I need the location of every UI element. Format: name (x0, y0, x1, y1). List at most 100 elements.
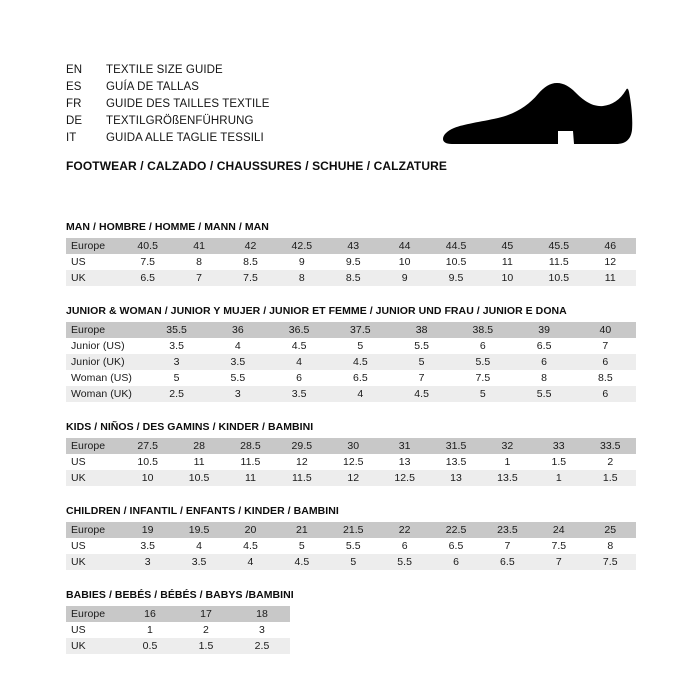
size-cell: 20 (224, 522, 277, 538)
size-cell: 13 (378, 454, 431, 470)
language-row: ES GUÍA DE TALLAS (66, 79, 636, 96)
language-row: EN TEXTILE SIZE GUIDE (66, 62, 636, 79)
size-cell: 8 (584, 538, 636, 554)
size-section: JUNIOR & WOMAN / JUNIOR Y MUJER / JUNIOR… (66, 304, 636, 420)
size-cell: 40.5 (122, 238, 174, 254)
size-cell: 12 (327, 470, 379, 486)
language-title: GUIDE DES TAILLES TEXTILE (106, 98, 270, 110)
size-cell: 10 (481, 270, 534, 286)
size-table: Europe 19 19.5 20 21 21.5 22 22.5 23.5 24 25 US 3.5 4… (66, 522, 636, 570)
size-cell: 9.5 (430, 270, 482, 286)
size-cell: 31 (378, 438, 431, 454)
size-cell: 13.5 (430, 454, 482, 470)
size-cell: 3.5 (173, 554, 225, 570)
language-code: ES (66, 81, 82, 93)
size-cell: 33.5 (584, 438, 636, 454)
size-cell: 2 (178, 622, 234, 638)
size-section: BABIES / BEBÉS / BÉBÉS / BABYS /BAMBINI E… (66, 588, 636, 672)
size-cell: 6 (574, 354, 636, 370)
size-cell: 33 (533, 438, 585, 454)
size-cell: 4 (329, 386, 391, 402)
size-cell: 17 (178, 606, 234, 622)
size-cell: 10 (378, 254, 431, 270)
size-cell: 5.5 (378, 554, 431, 570)
size-table: Europe 27.5 28 28.5 29.5 30 31 31.5 32 33 33.5 US 10… (66, 438, 636, 486)
size-cell: 5 (327, 554, 379, 570)
row-label: Junior (US) (66, 338, 146, 354)
size-cell: 5 (452, 386, 514, 402)
size-cell: 11 (584, 270, 636, 286)
language-list: EN TEXTILE SIZE GUIDE ES GUÍA DE TALLAS FR GU… (66, 62, 636, 147)
size-cell: 4 (268, 354, 330, 370)
row-label: Europe (66, 438, 122, 454)
language-code: DE (66, 115, 83, 127)
size-cell: 11 (481, 254, 534, 270)
size-cell: 38.5 (452, 322, 514, 338)
table-row: US 1 2 3 (66, 622, 290, 638)
language-title: GUIDA ALLE TAGLIE TESSILI (106, 132, 264, 144)
row-label: Woman (UK) (66, 386, 146, 402)
size-cell: 7.5 (452, 370, 514, 386)
size-cell: 11.5 (276, 470, 328, 486)
table-row: Junior (UK) 3 3.5 4 4.5 5 5.5 6 6 (66, 354, 636, 370)
size-cell: 8.5 (327, 270, 379, 286)
table-row: US 10.5 11 11.5 12 12.5 13 13.5 1 1.5 2 (66, 454, 636, 470)
size-cell: 7.5 (224, 270, 277, 286)
size-cell: 32 (481, 438, 534, 454)
size-cell: 39 (513, 322, 575, 338)
size-cell: 6.5 (513, 338, 575, 354)
size-cell: 19 (122, 522, 174, 538)
size-cell: 6 (430, 554, 482, 570)
size-cell: 1 (122, 622, 178, 638)
size-cell: 5.5 (513, 386, 575, 402)
table-row: Junior (US) 3.5 4 4.5 5 5.5 6 6.5 7 (66, 338, 636, 354)
size-cell: 9 (276, 254, 328, 270)
size-cell: 13.5 (481, 470, 534, 486)
size-cell: 10.5 (430, 254, 482, 270)
size-cell: 4.5 (276, 554, 328, 570)
size-cell: 6.5 (122, 270, 174, 286)
size-cell: 12.5 (327, 454, 379, 470)
table-row: UK 6.5 7 7.5 8 8.5 9 9.5 10 10.5 11 (66, 270, 636, 286)
size-cell: 12 (276, 454, 328, 470)
table-row: Woman (UK) 2.5 3 3.5 4 4.5 5 5.5 6 (66, 386, 636, 402)
size-cell: 7.5 (122, 254, 174, 270)
table-row: US 3.5 4 4.5 5 5.5 6 6.5 7 7.5 8 (66, 538, 636, 554)
size-cell: 40 (574, 322, 636, 338)
language-code: FR (66, 98, 82, 110)
size-cell: 6 (268, 370, 330, 386)
size-cell: 6 (574, 386, 636, 402)
size-cell: 5.5 (452, 354, 514, 370)
section-title: KIDS / NIÑOS / DES GAMINS / KINDER / BAM… (66, 421, 314, 433)
size-cell: 1.5 (533, 454, 585, 470)
size-cell: 5.5 (327, 538, 379, 554)
section-title: BABIES / BEBÉS / BÉBÉS / BABYS /BAMBINI (66, 589, 294, 601)
size-cell: 9.5 (327, 254, 379, 270)
size-cell: 3.5 (207, 354, 269, 370)
size-cell: 31.5 (430, 438, 482, 454)
language-title: TEXTILGRÖßENFÜHRUNG (106, 115, 254, 127)
size-section: MAN / HOMBRE / HOMME / MANN / MAN Europe 4… (66, 220, 636, 304)
row-label: US (66, 454, 122, 470)
size-cell: 28 (173, 438, 225, 454)
size-cell: 3 (146, 354, 208, 370)
size-cell: 0.5 (122, 638, 178, 654)
table-row: Woman (US) 5 5.5 6 6.5 7 7.5 8 8.5 (66, 370, 636, 386)
section-title: CHILDREN / INFANTIL / ENFANTS / KINDER /… (66, 505, 339, 517)
table-row: UK 3 3.5 4 4.5 5 5.5 6 6.5 7 7.5 (66, 554, 636, 570)
size-cell: 11 (173, 454, 225, 470)
table-row: US 7.5 8 8.5 9 9.5 10 10.5 11 11.5 12 (66, 254, 636, 270)
size-cell: 8 (276, 270, 328, 286)
table-header-row: Europe 27.5 28 28.5 29.5 30 31 31.5 32 33 33.5 (66, 438, 636, 454)
row-label: Junior (UK) (66, 354, 146, 370)
row-label: Europe (66, 238, 122, 254)
size-cell: 41 (173, 238, 225, 254)
size-cell: 8.5 (574, 370, 636, 386)
row-label: Europe (66, 606, 122, 622)
size-cell: 25 (584, 522, 636, 538)
row-label: UK (66, 554, 122, 570)
size-table: Europe 35.5 36 36.5 37.5 38 38.5 39 40 Junior (US… (66, 322, 636, 402)
table-header-row: Europe 40.5 41 42 42.5 43 44 44.5 45 45.5 46 (66, 238, 636, 254)
size-cell: 3.5 (146, 338, 208, 354)
size-cell: 7 (173, 270, 225, 286)
